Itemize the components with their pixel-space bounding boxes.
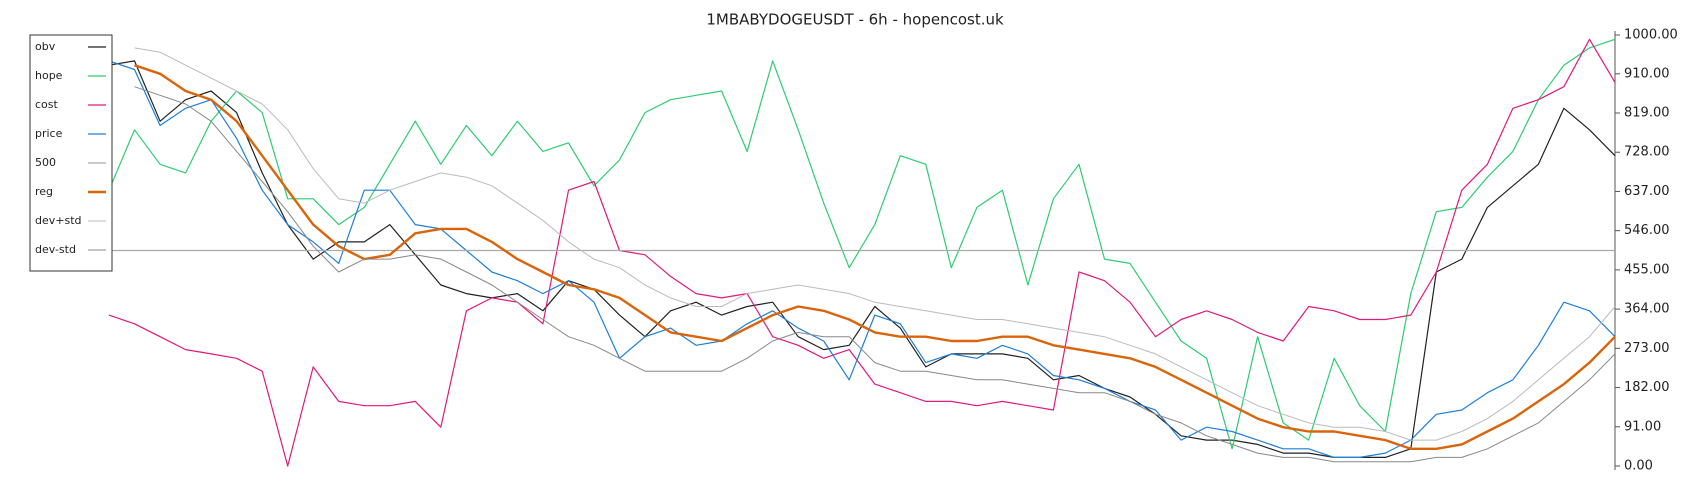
series-line xyxy=(134,86,1616,463)
legend-label: cost xyxy=(35,98,59,111)
y-tick-label: 273.00 xyxy=(1624,341,1670,356)
series-line xyxy=(108,38,1616,467)
legend-label: dev-std xyxy=(35,243,76,256)
legend-label: 500 xyxy=(35,156,56,169)
y-tick-label: 637.00 xyxy=(1624,184,1670,199)
y-tick-label: 728.00 xyxy=(1624,145,1670,160)
chart-title: 1MBABYDOGEUSDT - 6h - hopencost.uk xyxy=(706,11,1004,29)
legend-label: hope xyxy=(35,69,63,82)
series-line xyxy=(134,64,1616,450)
legend-label: dev+std xyxy=(35,214,82,227)
y-tick-label: 546.00 xyxy=(1624,223,1670,238)
y-tick-label: 364.00 xyxy=(1624,302,1670,317)
y-tick-label: 1000.00 xyxy=(1624,28,1678,43)
y-tick-label: 182.00 xyxy=(1624,380,1670,395)
legend: obv hope cost price 500 reg dev+std dev-std xyxy=(29,34,113,272)
series-line xyxy=(108,60,1616,458)
y-tick-label: 819.00 xyxy=(1624,106,1670,121)
series-line xyxy=(134,47,1616,441)
legend-box xyxy=(29,34,113,272)
series-line xyxy=(108,60,1616,458)
y-tick-label: 910.00 xyxy=(1624,66,1670,81)
y-tick-label: 0.00 xyxy=(1624,459,1653,474)
legend-label: obv xyxy=(35,40,56,53)
legend-label: reg xyxy=(35,185,53,198)
legend-label: price xyxy=(35,127,63,140)
y-tick-label: 91.00 xyxy=(1624,419,1661,434)
series-line xyxy=(108,38,1616,450)
y-tick-label: 455.00 xyxy=(1624,262,1670,277)
